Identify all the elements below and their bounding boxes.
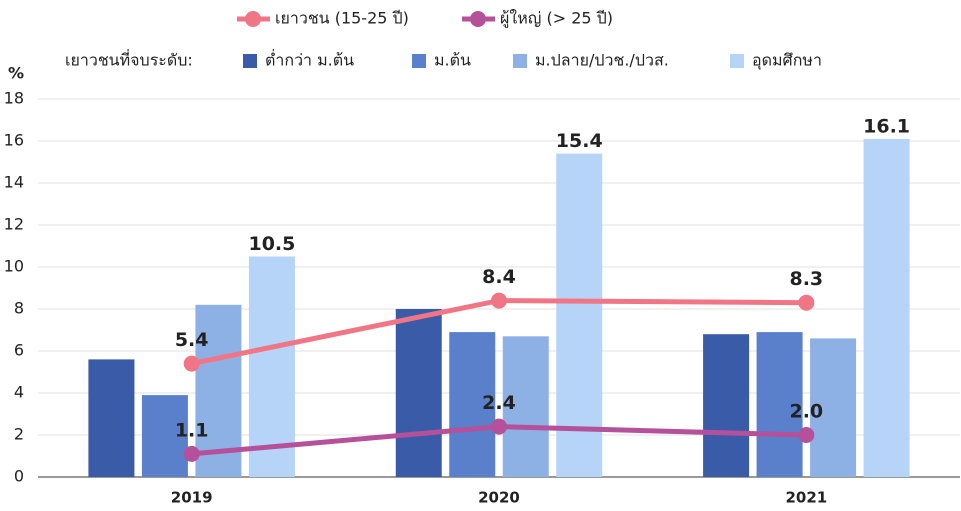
bar xyxy=(556,153,603,477)
bar xyxy=(395,309,442,477)
bar-value-label: 16.1 xyxy=(863,115,910,137)
line-marker xyxy=(798,294,815,311)
y-tick-label: 10 xyxy=(4,257,24,276)
line-marker xyxy=(183,355,200,372)
bar xyxy=(141,395,188,477)
bar xyxy=(449,332,496,477)
bar xyxy=(248,256,295,477)
line-value-label: 1.1 xyxy=(175,419,209,441)
x-tick-label: 2019 xyxy=(171,489,213,507)
y-tick-label: 4 xyxy=(14,383,24,402)
y-tick-label: 18 xyxy=(4,89,24,108)
line-value-label: 8.3 xyxy=(789,268,823,290)
legend-label: ม.ต้น xyxy=(434,51,471,70)
y-tick-label: 16 xyxy=(4,131,24,150)
line-value-label: 8.4 xyxy=(482,266,516,288)
y-tick-label: 6 xyxy=(14,341,24,360)
y-axis-label: % xyxy=(8,64,24,83)
y-tick-label: 8 xyxy=(14,299,24,318)
line-value-label: 2.4 xyxy=(482,392,516,414)
legend-label: ม.ปลาย/ปวช./ปวส. xyxy=(535,51,669,70)
bar xyxy=(88,359,135,477)
legend-swatch xyxy=(730,54,744,68)
bar xyxy=(703,334,750,477)
line-value-label: 5.4 xyxy=(175,329,209,351)
bar xyxy=(863,138,910,477)
x-tick-label: 2020 xyxy=(478,489,520,507)
legend-label: ผู้ใหญ่ (> 25 ปี) xyxy=(500,9,613,29)
bar xyxy=(502,336,549,477)
bar-value-label: 15.4 xyxy=(556,130,603,152)
legend-marker xyxy=(245,11,261,27)
legend-label: อุดมศึกษา xyxy=(752,51,822,71)
line-marker xyxy=(798,427,815,443)
y-tick-label: 0 xyxy=(14,467,24,486)
y-tick-label: 12 xyxy=(4,215,24,234)
x-tick-label: 2021 xyxy=(785,489,827,507)
line-marker xyxy=(183,445,200,462)
legend-label: เยาวชน (15-25 ปี) xyxy=(275,9,409,28)
legend-swatch xyxy=(243,54,257,68)
bar xyxy=(756,332,803,477)
legend-swatch xyxy=(412,54,426,68)
bar xyxy=(810,338,857,477)
line-marker xyxy=(491,292,507,309)
legend-swatch xyxy=(513,54,527,68)
bar-value-label: 10.5 xyxy=(248,233,295,255)
y-tick-label: 2 xyxy=(14,425,24,444)
legend-prefix: เยาวชนที่จบระดับ: xyxy=(65,49,193,70)
line-marker xyxy=(491,418,507,435)
line-value-label: 2.0 xyxy=(789,401,823,423)
legend-marker xyxy=(470,11,486,27)
y-tick-label: 14 xyxy=(4,173,24,192)
legend-label: ต่ำกว่า ม.ต้น xyxy=(265,49,354,70)
